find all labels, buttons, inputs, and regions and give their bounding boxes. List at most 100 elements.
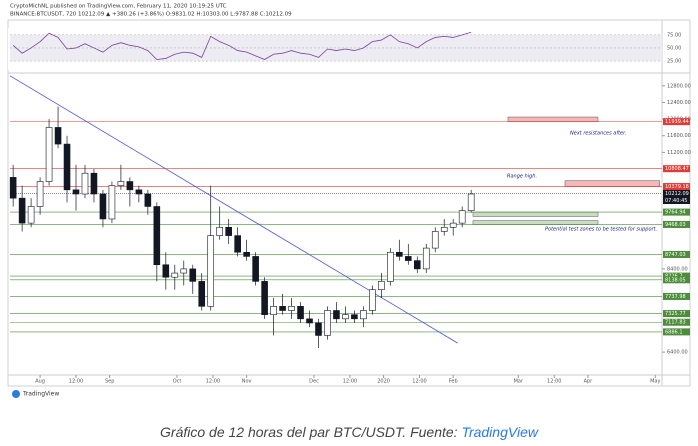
x-tick-label: Oct: [173, 379, 182, 385]
level-label: 11939.44: [665, 119, 689, 125]
candle-body: [198, 281, 206, 307]
candle-body: [153, 206, 161, 266]
caption: Gráfico de 12 horas del par BTC/USDT. Fu…: [0, 424, 698, 440]
level-label-bg: [663, 318, 690, 326]
candle-body: [216, 226, 223, 236]
level-label-bg: [663, 310, 690, 318]
candle-body: [279, 306, 286, 311]
level-label-bg: [663, 165, 690, 173]
level-label-bg: [663, 272, 690, 280]
candle-body: [243, 251, 250, 257]
rsi-line: [12, 31, 472, 60]
level-label-bg: [663, 328, 690, 336]
x-tick-label: Sep: [105, 379, 114, 385]
candle-body: [360, 310, 367, 320]
caption-link[interactable]: TradingView: [461, 424, 538, 440]
candle-body: [135, 189, 143, 195]
x-tick-label: 2020: [377, 379, 390, 385]
candle-body: [378, 281, 385, 291]
zone: [564, 180, 661, 187]
level-label: 9764.94: [665, 210, 686, 216]
candle-body: [252, 256, 259, 282]
candle-body: [207, 235, 215, 307]
countdown: 07:40:45: [665, 198, 687, 204]
trendline: [9, 75, 458, 344]
level-label: 7737.98: [665, 294, 686, 300]
rsi-tick-label: 25.00: [667, 59, 681, 65]
candle-body: [27, 206, 35, 224]
caption-text: Gráfico de 12 horas del par BTC/USDT. Fu…: [160, 424, 462, 440]
rsi-tick-label: 75.00: [667, 32, 681, 38]
annotation: Potential test zones to be tested for su…: [545, 227, 657, 233]
candle-body: [18, 197, 26, 224]
x-tick-label: Apr: [584, 379, 594, 385]
candle-body: [342, 314, 349, 320]
x-tick-label: Feb: [449, 379, 458, 385]
candle-body: [440, 226, 448, 232]
candle-body: [9, 177, 17, 199]
zone: [472, 220, 599, 225]
candle-body: [467, 193, 475, 211]
candle-body: [126, 181, 134, 191]
logo: TradingView: [22, 391, 59, 398]
candle-body: [369, 289, 376, 311]
y-tick-label: 11200.00: [667, 150, 691, 156]
candle-body: [180, 268, 188, 274]
zone: [472, 211, 599, 217]
x-tick-label: 12:00: [412, 379, 426, 385]
candle-body: [324, 310, 331, 336]
y-tick-label: 6400.00: [667, 350, 688, 356]
level-label: 10212.09: [665, 191, 689, 197]
candle-body: [108, 185, 116, 220]
y-tick-label: 8400.00: [667, 266, 688, 272]
x-tick-label: May: [650, 379, 660, 385]
level-label: 10808.47: [665, 166, 689, 172]
candle-body: [162, 264, 170, 278]
candle-body: [431, 231, 439, 249]
rsi-tick-label: 50.00: [667, 45, 681, 51]
countdown-bg: [663, 196, 690, 204]
y-tick-label: 12800.00: [667, 83, 691, 89]
candle-body: [261, 281, 268, 315]
candle-body: [422, 247, 430, 270]
candle-body: [54, 127, 62, 145]
candle-body: [144, 193, 152, 207]
annotation: Next resistances after.: [570, 131, 626, 137]
candle-body: [171, 272, 179, 278]
candle-body: [458, 210, 466, 224]
level-label: 7325.77: [665, 311, 686, 317]
symbol-line: BINANCE:BTCUSDT, 720 10212.09 ▲ +380.26 …: [10, 12, 292, 18]
x-tick-label: 12:00: [206, 379, 220, 385]
level-label: 9468.03: [665, 222, 686, 228]
y-tick-label: 11600.00: [667, 133, 691, 139]
candle-body: [396, 251, 403, 257]
candle-body: [306, 318, 313, 324]
candle-body: [297, 306, 304, 320]
level-label: 10379.18: [665, 184, 689, 190]
candle-body: [36, 181, 44, 207]
candle-body: [99, 193, 107, 220]
candle-body: [72, 189, 80, 195]
x-tick-label: 12:00: [547, 379, 561, 385]
level-label: 8747.03: [665, 252, 686, 258]
chart: CryptoMichNL published on TradingView.co…: [7, 4, 691, 398]
candle-body: [63, 143, 71, 191]
candle-body: [117, 181, 125, 186]
logo-icon: [12, 390, 20, 398]
candle-body: [270, 306, 277, 315]
level-label-bg: [663, 276, 690, 284]
x-tick-label: 12:00: [343, 379, 357, 385]
level-label: 8138.05: [665, 277, 686, 283]
annotation: Range high.: [507, 174, 537, 180]
level-label-bg: [663, 118, 690, 126]
candle-body: [45, 127, 53, 182]
level-label-bg: [663, 183, 690, 191]
level-label-bg: [663, 189, 690, 197]
candle-body: [81, 172, 89, 195]
level-label: 6886.1: [665, 329, 683, 335]
x-tick-label: 12:00: [69, 379, 83, 385]
candle-body: [234, 235, 241, 253]
x-tick-label: Nov: [242, 379, 252, 385]
candle-body: [449, 222, 457, 228]
x-tick-label: Dec: [309, 379, 319, 385]
